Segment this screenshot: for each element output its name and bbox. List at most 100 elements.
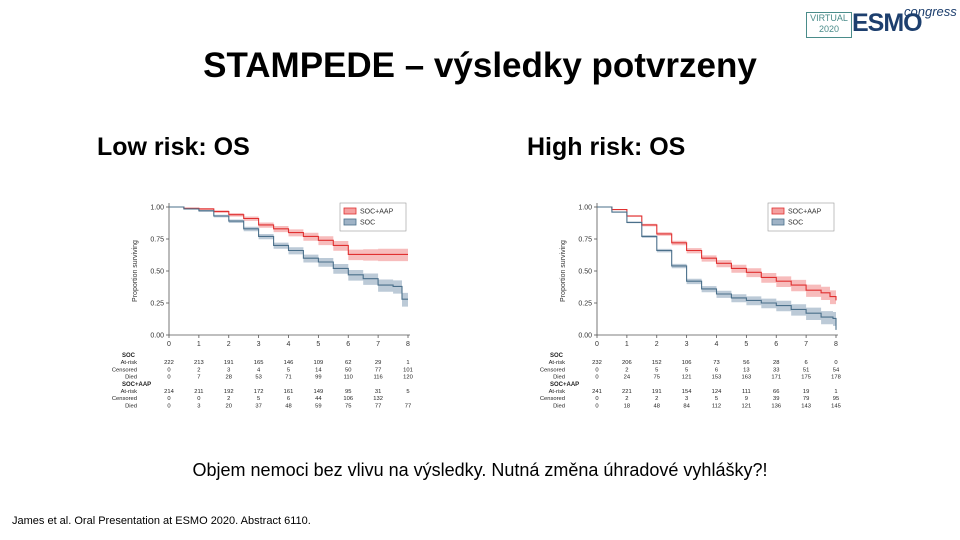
risk-cell: 7: [197, 375, 200, 381]
risk-cell: 56: [743, 360, 749, 366]
risk-cell: 2: [227, 396, 230, 402]
risk-row-label: Died: [553, 375, 565, 381]
risk-cell: 106: [343, 396, 353, 402]
risk-cell: 0: [197, 396, 200, 402]
x-tick-label: 0: [167, 341, 171, 348]
x-tick-label: 4: [715, 341, 719, 348]
risk-cell: 214: [164, 389, 174, 395]
x-tick-label: 1: [625, 341, 629, 348]
risk-cell: 18: [624, 403, 630, 409]
y-axis-label: Proportion surviving: [132, 240, 139, 302]
km-chart-high-risk: 0.00 0.25 0.50 0.75 1.00 0 1 2 3 4 5 6 7 8 Proportion …: [522, 188, 852, 416]
y-tick-label: 0.75: [578, 237, 592, 244]
risk-cell: 3: [227, 367, 230, 373]
risk-cell: 5: [715, 396, 718, 402]
x-tick-label: 3: [685, 341, 689, 348]
risk-group-label: SOC+AAP: [122, 382, 151, 388]
risk-cell: 145: [831, 403, 841, 409]
risk-cell: 221: [622, 389, 632, 395]
risk-cell: 39: [773, 396, 779, 402]
y-axis-label: Proportion surviving: [560, 240, 567, 302]
x-tick-label: 6: [774, 341, 778, 348]
risk-row-label: Censored: [540, 396, 565, 402]
risk-cell: 73: [713, 360, 719, 366]
risk-cell: 149: [314, 389, 324, 395]
risk-cell: 0: [595, 403, 598, 409]
virtual-year: 2020: [818, 24, 840, 34]
y-tick-label: 0.75: [150, 237, 164, 244]
risk-cell: 54: [833, 367, 840, 373]
km-plot-high-risk: 0.000.250.500.751.000 1 2 3 4 5 6 7 8Proportion …: [540, 202, 841, 409]
risk-cell: 28: [226, 375, 232, 381]
esmo-wordmark: ESMO: [852, 9, 923, 37]
risk-cell: 165: [254, 360, 264, 366]
series-line-soc: [597, 206, 837, 330]
risk-cell: 48: [654, 403, 660, 409]
risk-cell: 66: [773, 389, 779, 395]
risk-cell: 50: [345, 367, 351, 373]
risk-cell: 95: [345, 389, 351, 395]
risk-row-label: Censored: [112, 396, 137, 402]
risk-cell: 19: [803, 389, 809, 395]
risk-cell: 136: [771, 403, 781, 409]
x-tick-label: 0: [595, 341, 599, 348]
legend-label: SOC: [360, 220, 375, 227]
risk-cell: 143: [801, 403, 811, 409]
legend-label: SOC: [788, 220, 803, 227]
citation: James et al. Oral Presentation at ESMO 2…: [12, 515, 311, 527]
risk-cell: 152: [652, 360, 662, 366]
series-line-soc-aap: [169, 206, 408, 255]
x-tick-label: 4: [287, 341, 291, 348]
risk-cell: 79: [803, 396, 809, 402]
risk-cell: 44: [315, 396, 322, 402]
risk-cell: 192: [224, 389, 234, 395]
risk-cell: 75: [345, 403, 351, 409]
x-tick-label: 7: [376, 341, 380, 348]
risk-cell: 99: [315, 375, 321, 381]
risk-row-label: Censored: [112, 367, 137, 373]
risk-cell: 37: [255, 403, 261, 409]
risk-row-label: Died: [553, 403, 565, 409]
risk-cell: 0: [167, 375, 170, 381]
risk-cell: 71: [285, 375, 291, 381]
risk-cell: 53: [255, 375, 261, 381]
risk-cell: 2: [655, 396, 658, 402]
risk-cell: 3: [197, 403, 200, 409]
risk-cell: 0: [167, 367, 170, 373]
risk-cell: 5: [685, 367, 688, 373]
conclusion-note: Objem nemoci bez vlivu na výsledky. Nutn…: [192, 460, 768, 480]
risk-cell: 101: [403, 367, 413, 373]
y-tick-label: 0.25: [578, 301, 592, 308]
risk-cell: 121: [682, 375, 692, 381]
risk-cell: 5: [406, 389, 409, 395]
risk-cell: 153: [712, 375, 722, 381]
risk-cell: 222: [164, 360, 174, 366]
risk-cell: 191: [224, 360, 234, 366]
risk-cell: 146: [284, 360, 294, 366]
risk-cell: 77: [375, 403, 381, 409]
risk-row-label: Died: [125, 375, 137, 381]
risk-cell: 2: [625, 367, 628, 373]
risk-cell: 95: [833, 396, 839, 402]
risk-cell: 2: [625, 396, 628, 402]
risk-cell: 24: [624, 375, 631, 381]
legend-box: [767, 202, 835, 232]
virtual-label: VIRTUAL: [810, 13, 848, 23]
legend-box: [339, 202, 407, 232]
risk-cell: 211: [194, 389, 203, 395]
risk-cell: 0: [834, 360, 837, 366]
risk-group-label: SOC: [122, 353, 136, 359]
congress-label: congress: [904, 4, 957, 19]
legend-swatch: [771, 218, 785, 226]
risk-cell: 33: [773, 367, 779, 373]
risk-cell: 112: [712, 403, 721, 409]
risk-cell: 121: [742, 403, 752, 409]
x-tick-label: 5: [744, 341, 748, 348]
risk-cell: 0: [167, 396, 170, 402]
risk-cell: 0: [167, 403, 170, 409]
risk-cell: 191: [652, 389, 662, 395]
risk-row-label: At-risk: [121, 360, 138, 366]
risk-cell: 75: [654, 375, 660, 381]
risk-cell: 6: [287, 396, 290, 402]
y-tick-label: 1.00: [150, 205, 164, 212]
